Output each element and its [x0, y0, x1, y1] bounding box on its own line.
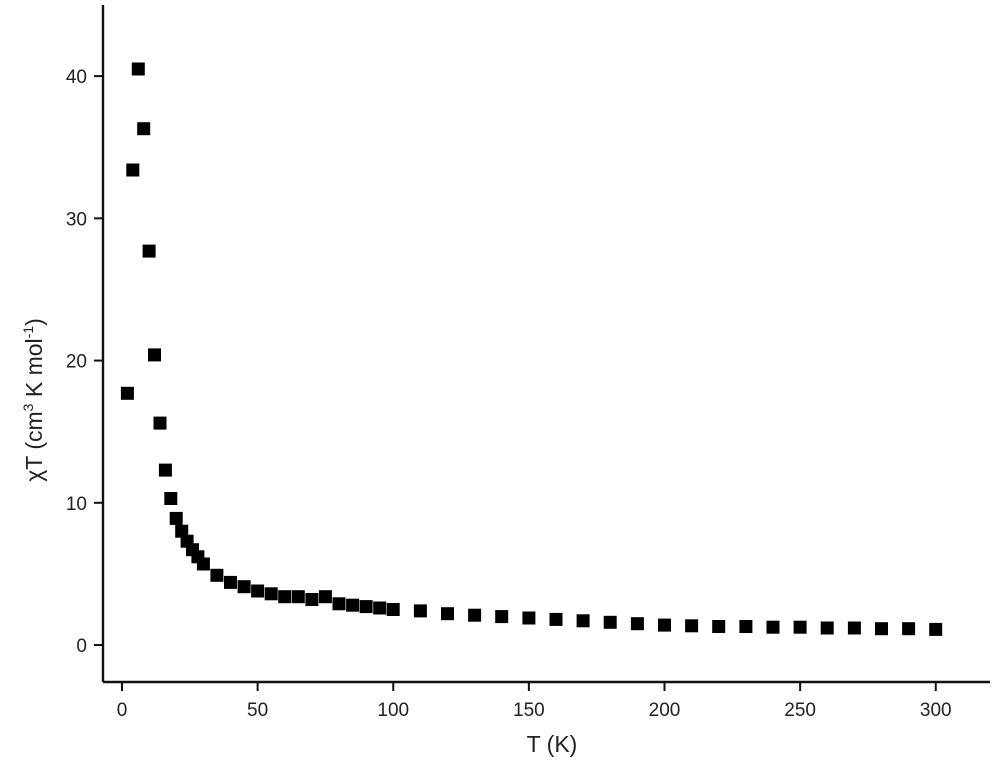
y-axis-title-mid: K mol — [21, 338, 47, 403]
x-tick-label: 300 — [920, 700, 952, 721]
data-point — [875, 622, 888, 636]
data-point — [793, 620, 807, 634]
data-point — [386, 603, 400, 616]
data-point — [148, 348, 161, 362]
x-tick-label: 0 — [117, 700, 128, 721]
data-point — [210, 568, 224, 582]
data-point — [291, 590, 305, 604]
data-point — [137, 122, 151, 136]
data-point — [929, 622, 943, 636]
data-point — [413, 604, 427, 618]
y-tick-label: 40 — [66, 67, 87, 88]
data-point — [549, 612, 563, 626]
data-point — [658, 618, 671, 632]
data-point — [169, 511, 183, 525]
data-point — [158, 463, 172, 477]
data-point — [902, 622, 916, 636]
y-ticks: 0 10 20 30 40 — [66, 67, 103, 657]
y-axis-title-main: χT (cm — [21, 411, 47, 481]
data-point — [264, 587, 278, 601]
data-point — [576, 614, 590, 628]
y-tick-label: 10 — [66, 494, 87, 515]
data-point — [359, 600, 373, 614]
axes — [101, 5, 990, 684]
data-point — [495, 610, 509, 624]
data-point — [251, 584, 265, 598]
x-tick-label: 50 — [247, 700, 268, 721]
x-tick-label: 150 — [513, 700, 545, 721]
y-tick-label: 30 — [66, 209, 87, 230]
data-point — [847, 621, 861, 635]
data-point — [332, 597, 346, 611]
data-point — [196, 557, 210, 571]
data-point — [685, 619, 699, 633]
data-point — [346, 598, 360, 612]
data-point — [712, 620, 726, 633]
data-point — [305, 593, 319, 606]
data-point — [766, 620, 780, 634]
data-point — [468, 608, 482, 622]
y-axis-title-end: ) — [21, 318, 47, 326]
data-point — [318, 590, 332, 604]
x-tick-label: 100 — [377, 700, 409, 721]
data-points — [120, 62, 943, 636]
x-tick-label: 200 — [649, 700, 681, 721]
x-ticks: 0 50 100 150 200 250 300 — [117, 682, 952, 721]
data-point — [131, 62, 145, 76]
data-point — [175, 524, 189, 538]
y-tick-label: 0 — [76, 636, 87, 657]
data-point — [142, 244, 156, 258]
data-point — [126, 163, 140, 177]
x-axis-title: T (K) — [527, 731, 578, 757]
data-point — [224, 575, 237, 589]
data-point — [630, 617, 644, 631]
data-point — [164, 492, 178, 505]
y-axis-title-sup2: -1 — [20, 326, 36, 339]
data-point — [153, 416, 167, 430]
data-point — [120, 386, 134, 400]
data-point — [739, 620, 753, 633]
data-point — [237, 580, 251, 594]
x-tick-label: 250 — [784, 700, 816, 721]
y-axis-title: χT (cm3 K mol-1) — [20, 318, 47, 482]
data-point — [373, 601, 387, 615]
data-point — [820, 621, 834, 635]
data-point — [603, 615, 617, 629]
data-point — [522, 611, 536, 625]
y-axis-title-sup1: 3 — [20, 403, 36, 411]
data-point — [278, 590, 292, 604]
y-tick-label: 20 — [66, 352, 87, 373]
data-point — [441, 607, 454, 621]
